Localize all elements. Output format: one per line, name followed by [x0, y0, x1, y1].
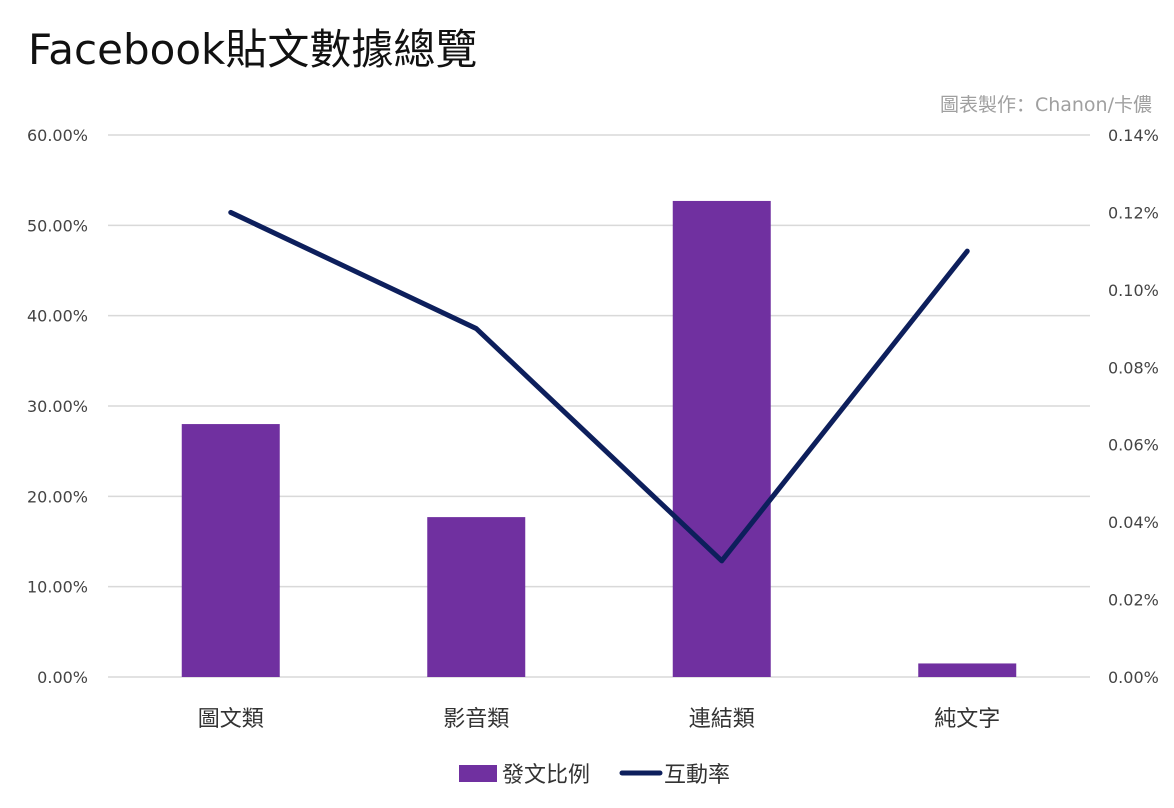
right-tick-label: 0.06%: [1108, 436, 1159, 455]
category-label: 純文字: [934, 707, 1000, 732]
bar: [918, 663, 1017, 677]
left-tick-label: 50.00%: [27, 216, 88, 235]
bar: [427, 517, 526, 677]
bar-series: [181, 200, 1017, 677]
right-tick-label: 0.10%: [1108, 281, 1159, 300]
line-series: [228, 209, 970, 564]
right-tick-label: 0.04%: [1108, 513, 1159, 532]
left-axis-ticks: 0.00% 10.00% 20.00% 30.00% 40.00% 50.00% 60.00…: [27, 126, 88, 687]
legend: 發文比例 互動率: [459, 763, 730, 788]
chart-title: Facebook貼文數據總覽: [28, 25, 478, 74]
bar: [181, 424, 280, 677]
left-tick-label: 30.00%: [27, 397, 88, 416]
bar: [672, 200, 771, 677]
right-tick-label: 0.00%: [1108, 668, 1159, 687]
legend-bar-label: 發文比例: [502, 763, 590, 788]
left-tick-label: 0.00%: [37, 668, 88, 687]
right-tick-label: 0.12%: [1108, 203, 1159, 222]
legend-bar-swatch: [459, 765, 497, 782]
legend-line-label: 互動率: [664, 763, 730, 788]
category-label: 影音類: [443, 707, 509, 732]
line-path: [228, 209, 970, 564]
right-tick-label: 0.02%: [1108, 591, 1159, 610]
chart-credit: 圖表製作：Chanon/卡儂: [939, 94, 1152, 116]
category-label: 圖文類: [198, 707, 264, 732]
right-axis-ticks: 0.00% 0.02% 0.04% 0.06% 0.08% 0.10% 0.12% 0.14%: [1108, 126, 1159, 687]
left-tick-label: 60.00%: [27, 126, 88, 145]
left-tick-label: 40.00%: [27, 307, 88, 326]
right-tick-label: 0.08%: [1108, 358, 1159, 377]
left-tick-label: 10.00%: [27, 578, 88, 597]
right-tick-label: 0.14%: [1108, 126, 1159, 145]
category-labels: 圖文類 影音類 連結類 純文字: [198, 707, 1001, 732]
left-tick-label: 20.00%: [27, 487, 88, 506]
category-label: 連結類: [689, 707, 755, 732]
